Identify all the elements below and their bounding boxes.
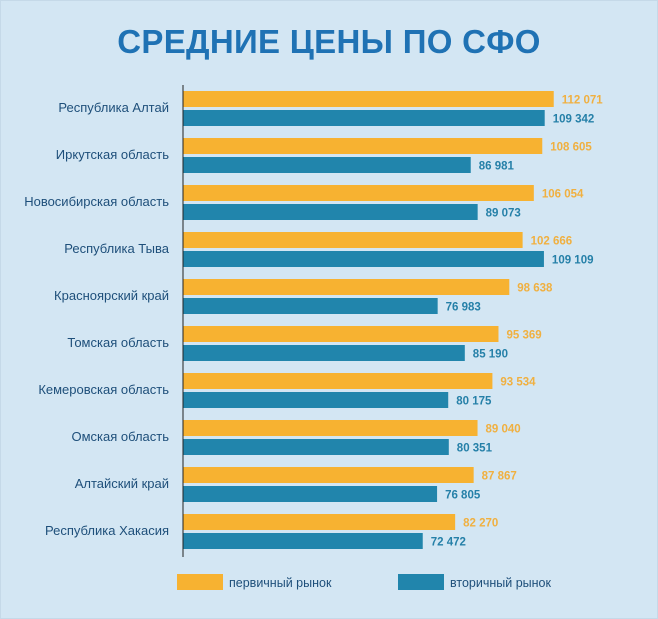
data-label: 85 190: [473, 349, 508, 361]
data-label: 106 054: [542, 189, 584, 201]
category-label: Томская область: [67, 335, 169, 350]
legend-swatch: [177, 574, 223, 590]
category-label: Новосибирская область: [24, 194, 169, 209]
data-label: 80 175: [456, 396, 492, 408]
legend-label: первичный рынок: [229, 576, 332, 590]
bar-primary: [183, 514, 456, 530]
data-label: 108 605: [550, 142, 592, 154]
bar-primary: [183, 91, 554, 107]
data-label: 93 534: [500, 377, 536, 389]
bar-secondary: [183, 110, 545, 126]
bar-primary: [183, 420, 478, 436]
bar-secondary: [183, 251, 544, 267]
category-label: Республика Алтай: [58, 100, 169, 115]
bar-secondary: [183, 204, 478, 220]
data-label: 76 805: [445, 490, 481, 502]
bar-secondary: [183, 439, 449, 455]
category-label: Республика Хакасия: [45, 523, 169, 538]
category-label: Красноярский край: [54, 288, 169, 303]
data-label: 102 666: [531, 236, 573, 248]
bar-secondary: [183, 157, 471, 173]
bar-primary: [183, 232, 523, 248]
bar-secondary: [183, 486, 438, 502]
chart-title: СРЕДНИЕ ЦЕНЫ ПО СФО: [117, 23, 541, 60]
bar-secondary: [183, 345, 465, 361]
data-label: 112 071: [562, 95, 604, 107]
data-label: 76 983: [446, 302, 481, 314]
bar-secondary: [183, 533, 423, 549]
legend-label: вторичный рынок: [450, 576, 551, 590]
bar-primary: [183, 373, 493, 389]
category-label: Алтайский край: [75, 476, 169, 491]
data-label: 109 342: [553, 114, 595, 126]
bar-primary: [183, 138, 543, 154]
category-label: Иркутская область: [56, 147, 169, 162]
category-label: Республика Тыва: [64, 241, 170, 256]
legend-swatch: [398, 574, 444, 590]
data-label: 95 369: [506, 330, 541, 342]
data-label: 72 472: [431, 537, 466, 549]
data-label: 87 867: [482, 471, 517, 483]
data-label: 89 073: [486, 208, 521, 220]
bar-primary: [183, 185, 534, 201]
category-label: Кемеровская область: [38, 382, 169, 397]
bar-primary: [183, 279, 510, 295]
data-label: 89 040: [486, 424, 521, 436]
data-label: 82 270: [463, 518, 498, 530]
bar-primary: [183, 467, 474, 483]
data-label: 80 351: [457, 443, 493, 455]
data-label: 98 638: [517, 283, 553, 295]
bar-secondary: [183, 298, 438, 314]
bar-primary: [183, 326, 499, 342]
data-label: 109 109: [552, 255, 594, 267]
category-label: Омская область: [71, 429, 169, 444]
bar-secondary: [183, 392, 449, 408]
data-label: 86 981: [479, 161, 515, 173]
